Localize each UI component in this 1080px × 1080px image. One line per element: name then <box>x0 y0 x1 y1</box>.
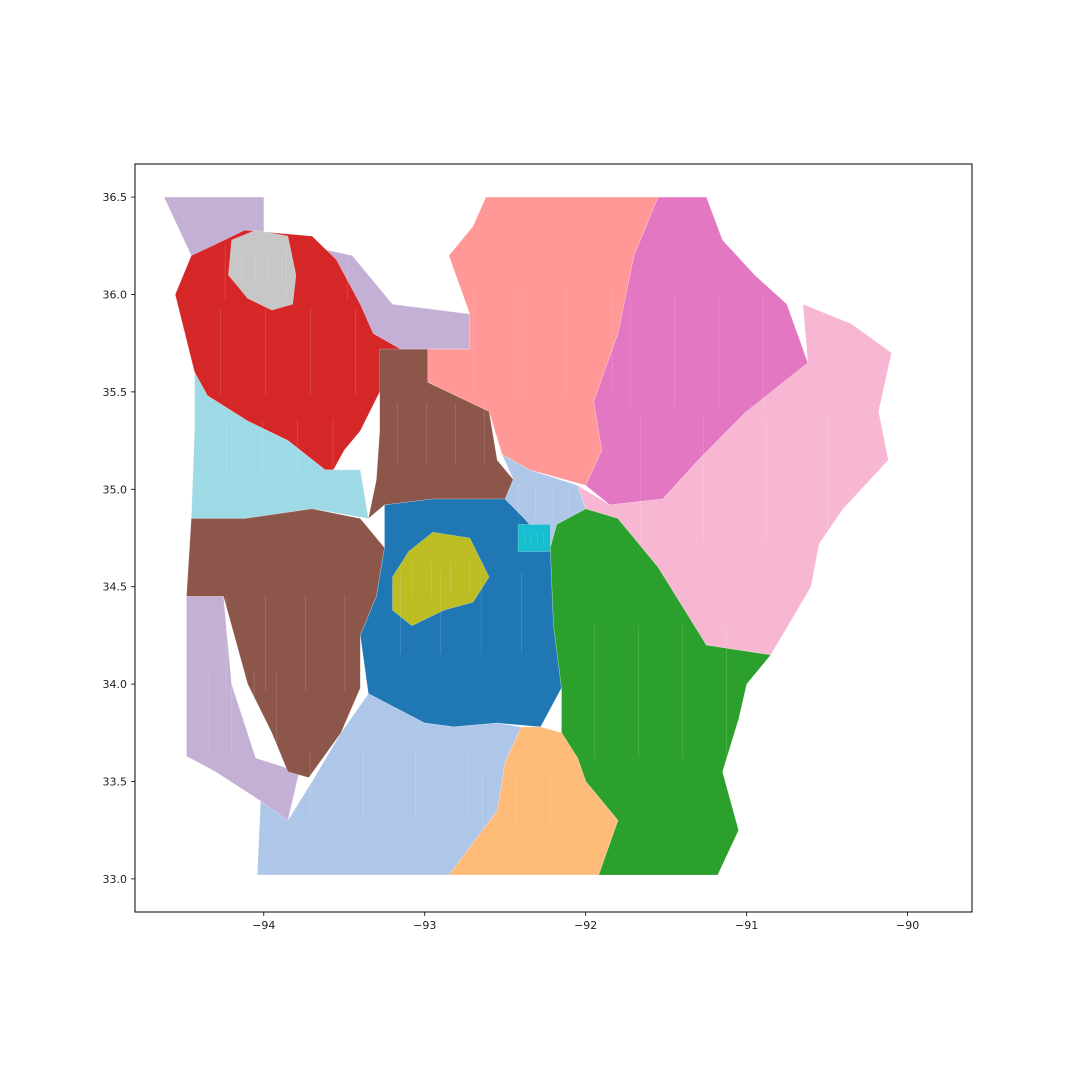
y-tick-label: 35.0 <box>103 483 128 496</box>
y-tick-label: 34.0 <box>103 678 128 691</box>
district-cyan-west <box>191 372 369 519</box>
x-axis: −94 −93 −92 −91 −90 <box>252 912 919 932</box>
x-tick-label: −92 <box>574 919 597 932</box>
district-olive <box>392 531 490 627</box>
y-tick-label: 34.5 <box>103 581 128 594</box>
axes-frame <box>134 163 973 913</box>
y-axis: 36.5 36.0 35.5 35.0 34.5 34.0 33.5 33.0 <box>103 191 135 886</box>
district-teal-city <box>517 524 551 552</box>
x-tick-label: −91 <box>735 919 758 932</box>
y-tick-label: 36.0 <box>103 289 128 302</box>
precinct-boundaries <box>208 245 829 828</box>
y-tick-label: 33.0 <box>103 873 128 886</box>
x-tick-label: −90 <box>896 919 919 932</box>
y-tick-label: 35.5 <box>103 386 128 399</box>
district-green <box>549 508 772 876</box>
district-regions <box>163 196 892 876</box>
x-tick-label: −94 <box>252 919 275 932</box>
district-orange <box>448 726 619 876</box>
y-tick-label: 36.5 <box>103 191 128 204</box>
district-salmon <box>427 196 659 486</box>
district-gray <box>228 229 297 311</box>
district-brown-southwest <box>186 508 385 778</box>
x-tick-label: −93 <box>413 919 436 932</box>
y-tick-label: 33.5 <box>103 775 128 788</box>
